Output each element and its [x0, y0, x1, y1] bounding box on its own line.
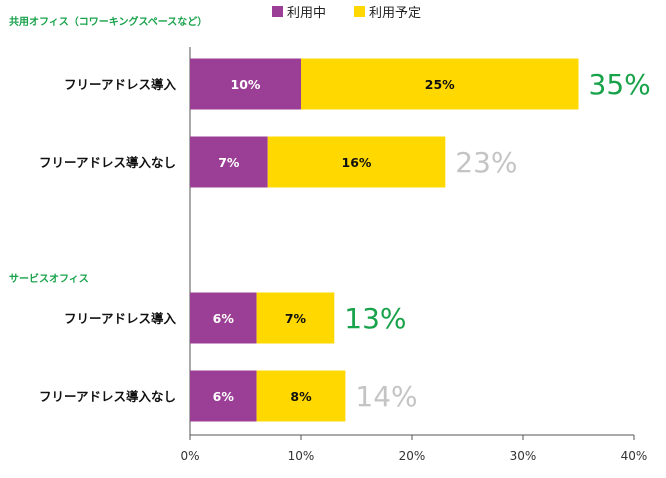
bar-in-use [190, 292, 257, 344]
x-tick-label: 30% [510, 449, 537, 463]
group-label-serviced: サービスオフィス [9, 274, 89, 285]
bar-in-use-label: 7% [218, 155, 240, 170]
x-tick-label: 40% [621, 449, 648, 463]
bar-total-label: 35% [589, 68, 651, 101]
bar-planned [301, 58, 579, 110]
bar-total-label: 13% [344, 302, 406, 335]
legend-in-use-swatch [272, 5, 283, 17]
bar-in-use [190, 136, 268, 188]
bar-in-use [190, 58, 301, 110]
bar-in-use-label: 10% [231, 77, 261, 92]
bar-planned-label: 25% [425, 77, 455, 92]
group-label-coworking: 共用オフィス（コワーキングスペースなど） [9, 17, 208, 28]
category-label: フリーアドレス導入なし [39, 155, 176, 170]
category-label: フリーアドレス導入 [64, 77, 177, 92]
bar-in-use-label: 6% [213, 389, 235, 404]
legend-planned-label: 利用予定 [369, 5, 422, 21]
bar-planned [267, 136, 446, 188]
bar-planned-label: 8% [290, 389, 312, 404]
legend-in-use-label: 利用中 [287, 5, 327, 21]
bar-planned [256, 370, 346, 422]
bar-planned [256, 292, 335, 344]
legend-planned: 利用予定 [354, 3, 422, 21]
legend-in-use: 利用中 [272, 3, 327, 21]
bar-total-label: 14% [355, 380, 417, 413]
x-tick-label: 10% [288, 449, 315, 463]
bar-in-use-label: 6% [213, 311, 235, 326]
x-tick-label: 20% [399, 449, 426, 463]
x-tick-label: 0% [180, 449, 199, 463]
category-label: フリーアドレス導入なし [39, 389, 176, 404]
bar-planned-label: 16% [342, 155, 372, 170]
bar-total-label: 23% [455, 146, 517, 179]
bar-in-use [190, 370, 257, 422]
legend-planned-swatch [354, 5, 365, 17]
bar-planned-label: 7% [285, 311, 307, 326]
category-label: フリーアドレス導入 [64, 311, 177, 326]
